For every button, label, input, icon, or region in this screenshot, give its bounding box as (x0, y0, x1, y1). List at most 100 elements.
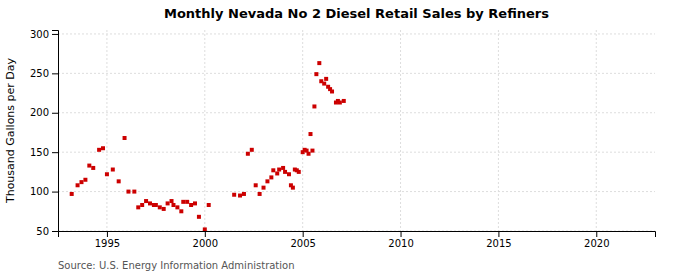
grid-line-y (58, 191, 655, 192)
y-axis-tick-label: 250 (30, 68, 49, 79)
y-axis-tick-label: 200 (30, 107, 49, 118)
point (117, 179, 121, 183)
y-axis-tick-label: 50 (36, 226, 49, 237)
y-axis-tick-mark (52, 113, 58, 114)
point (154, 203, 158, 207)
point (166, 201, 170, 205)
grid-line-x (204, 30, 205, 231)
y-axis-tick: 100 (30, 186, 58, 197)
point (189, 203, 193, 207)
point (238, 194, 242, 198)
point (126, 190, 130, 194)
point (185, 200, 189, 204)
point (197, 215, 201, 219)
point (271, 168, 275, 172)
point (79, 180, 83, 184)
point (158, 205, 162, 209)
point (76, 183, 80, 187)
points (70, 61, 346, 231)
y-axis-tick-label: 300 (30, 29, 49, 40)
point (338, 101, 342, 105)
point (203, 227, 207, 231)
y-axis-tick: 50 (36, 226, 58, 237)
point (312, 104, 316, 108)
x-axis-tick-label: 2020 (584, 238, 609, 249)
plot-area: 1995 2000 2005 2010 2015 2020 50 100 150 200 250 30… (30, 29, 656, 249)
y-axis-tick-mark (52, 73, 58, 74)
point (162, 207, 166, 211)
point (254, 183, 258, 187)
grid-line-y (58, 152, 655, 153)
point (111, 168, 115, 172)
x-axis-tick-mark (205, 231, 206, 237)
point (83, 178, 87, 182)
y-axis-tick-label: 150 (30, 147, 49, 158)
x-axis-tick: 2010 (388, 231, 413, 249)
point (265, 179, 269, 183)
point (297, 170, 301, 174)
point (123, 136, 127, 140)
point (148, 201, 152, 205)
point (258, 192, 262, 196)
chart: 1995 2000 2005 2010 2015 2020 50 100 150 200 250 30… (0, 0, 675, 275)
point (287, 172, 291, 176)
grid-line-x (400, 30, 401, 231)
y-axis-tick: 300 (30, 29, 58, 40)
x-axis-tick-label: 1995 (95, 238, 120, 249)
x-axis-tick-mark (401, 231, 402, 237)
point (170, 199, 174, 203)
y-axis: 50 100 150 200 250 300 (30, 29, 59, 237)
x-axis-tick: 2015 (486, 231, 511, 249)
point (101, 146, 105, 150)
grid-line-y (58, 73, 655, 74)
point (179, 209, 183, 213)
x-axis-tick: 2005 (290, 231, 315, 249)
x-axis-tick-label: 2010 (388, 238, 413, 249)
point (193, 201, 197, 205)
x-axis-line (59, 232, 656, 238)
point (310, 149, 314, 153)
point (342, 99, 346, 103)
y-axis-tick: 200 (30, 107, 58, 118)
x-axis-tick-mark (596, 231, 597, 237)
point (324, 77, 328, 81)
title: Monthly Nevada No 2 Diesel Retail Sales … (164, 6, 549, 21)
x-axis-tick-label: 2000 (193, 238, 218, 249)
grid-line-y (58, 112, 655, 113)
point (250, 148, 254, 152)
point (70, 192, 74, 196)
point (314, 72, 318, 76)
y-axis-tick-label: 100 (30, 186, 49, 197)
point (275, 171, 279, 175)
y-axis-tick-mark (52, 152, 58, 153)
grid-line-x (302, 30, 303, 231)
x-axis: 1995 2000 2005 2010 2015 2020 (59, 231, 656, 249)
y-axis-tick-mark (52, 34, 58, 35)
x-axis-tick-mark (107, 231, 108, 237)
x-axis-tick-label: 2005 (290, 238, 315, 249)
x-axis-tick-mark (498, 231, 499, 237)
point (175, 205, 179, 209)
point (277, 168, 281, 172)
point (322, 82, 326, 86)
x-axis-tick: 2000 (193, 231, 218, 249)
grid-line-x (106, 30, 107, 231)
point (291, 186, 295, 190)
point (136, 205, 140, 209)
x-axis-tick: 2020 (584, 231, 609, 249)
point (181, 200, 185, 204)
point (330, 89, 334, 93)
y-axis-tick: 150 (30, 147, 58, 158)
point (132, 190, 136, 194)
y-axis-line (52, 31, 59, 232)
point (317, 61, 321, 65)
point (140, 203, 144, 207)
annotation: Source: U.S. Energy Information Administ… (58, 260, 295, 271)
point (207, 203, 211, 207)
point (97, 148, 101, 152)
point (269, 175, 273, 179)
y-axis-tick-mark (52, 192, 58, 193)
point (91, 166, 95, 170)
y-axis-tick: 250 (30, 68, 58, 79)
grid-line-x (498, 30, 499, 231)
